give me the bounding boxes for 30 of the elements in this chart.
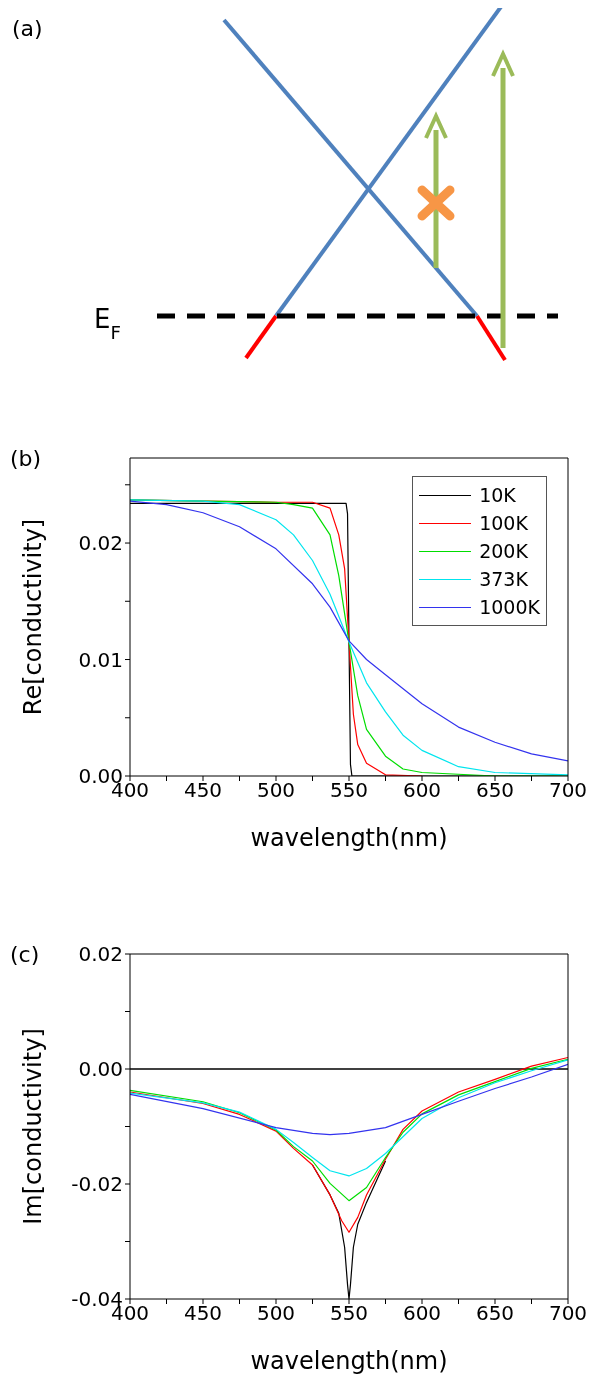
x-tick-label: 500 [256, 1301, 296, 1326]
y-axis-title: Im[conductivity] [18, 1028, 47, 1225]
legend-label: 200K [479, 539, 528, 564]
x-tick-label: 450 [183, 778, 223, 803]
legend-label: 10K [479, 483, 516, 508]
x-tick-label: 650 [475, 778, 515, 803]
x-tick-label: 700 [548, 778, 588, 803]
y-tick-label: 0.01 [78, 647, 123, 672]
x-tick-label: 600 [402, 1301, 442, 1326]
x-tick-label: 650 [475, 1301, 515, 1326]
text: E$_{F}$ [94, 304, 121, 343]
legend-label: 373K [479, 567, 528, 592]
text: (c) [10, 942, 40, 967]
legend-label: 1000K [479, 595, 540, 620]
x-tick-label: 500 [256, 778, 296, 803]
text: (a) [12, 16, 43, 41]
y-tick-label: 0.00 [78, 1057, 123, 1082]
y-axis-title: Re[conductivity] [18, 518, 47, 716]
x-axis-title: wavelength(nm) [250, 1347, 448, 1375]
x-tick-label: 600 [402, 778, 442, 803]
y-tick-label: 0.02 [78, 531, 123, 556]
x-axis-title: wavelength(nm) [250, 824, 448, 852]
x-tick-label: 450 [183, 1301, 223, 1326]
x-tick-label: 550 [329, 1301, 369, 1326]
y-tick-label: 0.02 [78, 942, 123, 967]
legend-label: 100K [479, 511, 528, 536]
x-tick-label: 550 [329, 778, 369, 803]
text: (b) [10, 446, 42, 471]
y-tick-label: -0.02 [71, 1172, 123, 1197]
x-tick-label: 700 [548, 1301, 588, 1326]
